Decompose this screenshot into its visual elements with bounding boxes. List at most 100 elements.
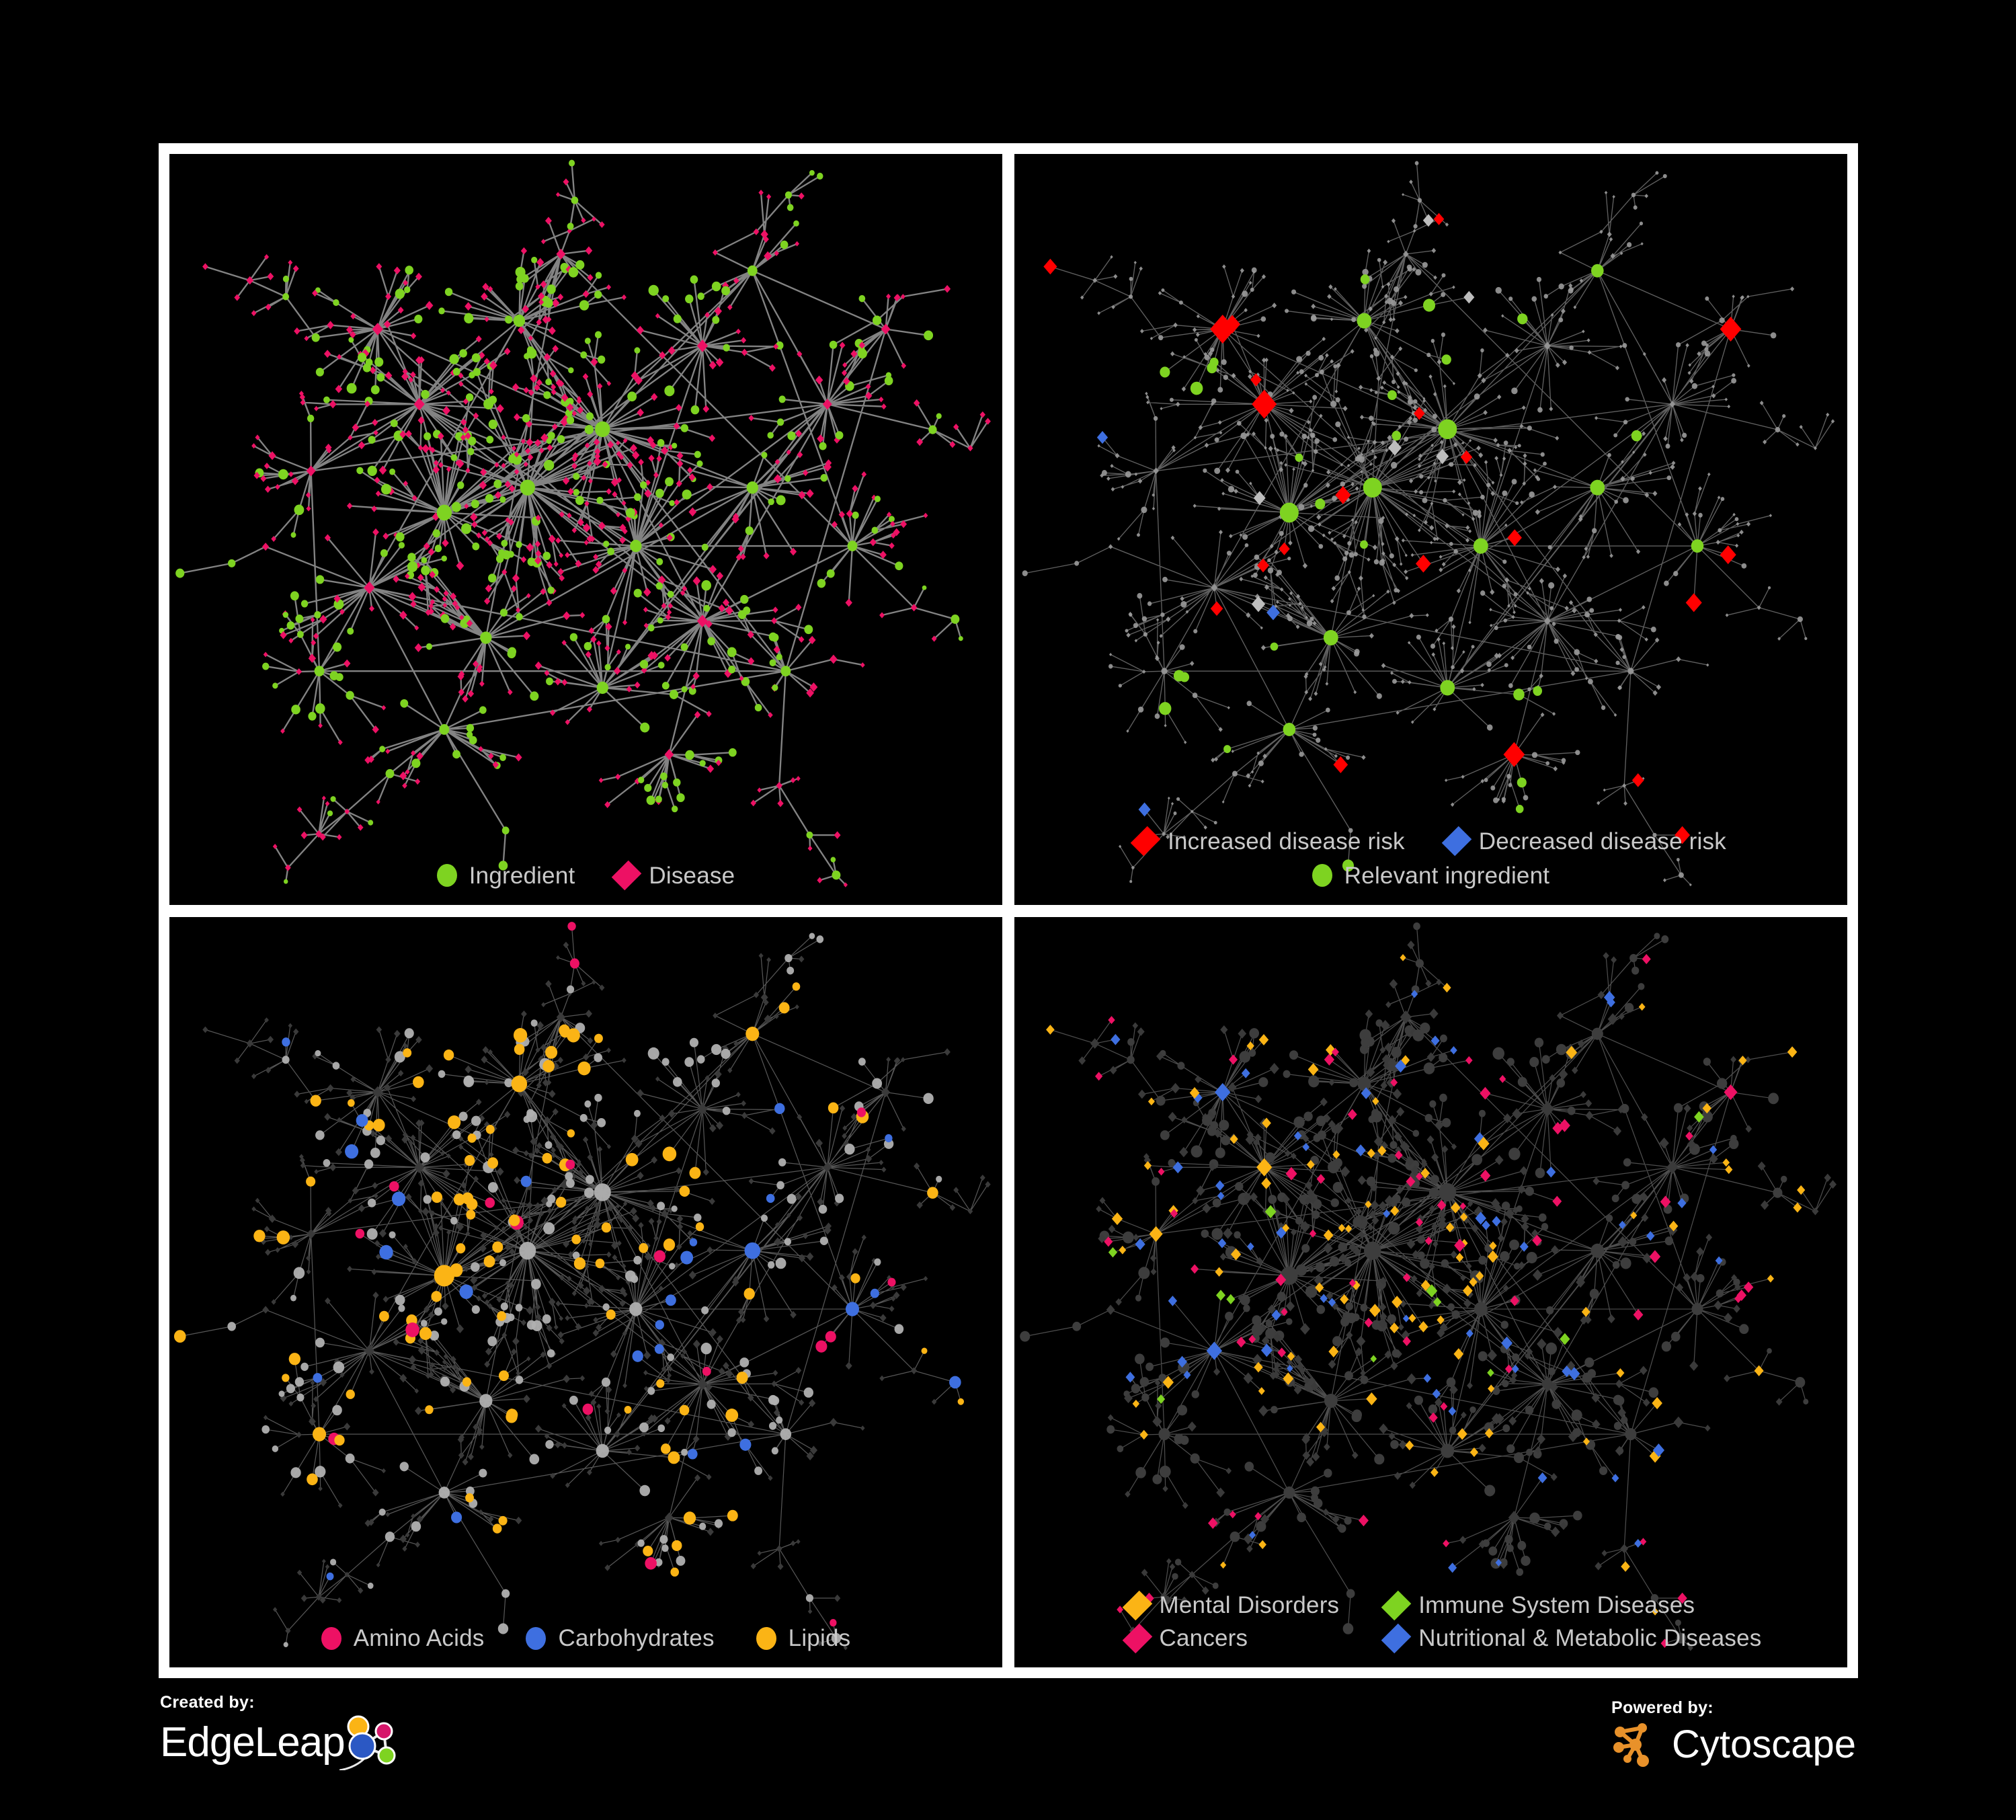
ingredient-node: [1613, 433, 1618, 438]
disease-node: [325, 1564, 330, 1569]
ingredient-node: [689, 1238, 698, 1247]
ingredient-node: [1655, 171, 1659, 175]
ingredient-node: [1249, 1027, 1260, 1039]
ingredient-node: [1625, 397, 1629, 402]
disease-node: [889, 542, 895, 549]
ingredient-node: [366, 1228, 378, 1240]
ingredient-node: [480, 631, 492, 644]
panel-disease-risk-network[interactable]: Increased disease risk Decreased disease…: [1014, 154, 1847, 905]
ingredient-node: [723, 344, 730, 352]
disease-node: [1364, 1317, 1373, 1327]
ingredient-node: [1529, 1056, 1539, 1067]
network-canvas-d[interactable]: [1014, 917, 1847, 1668]
disease-node: [1553, 766, 1558, 772]
ingredient-node: [1135, 1466, 1146, 1478]
ingredient-node: [1545, 1306, 1554, 1314]
disease-node: [298, 391, 304, 397]
disease-node: [665, 1376, 672, 1383]
panel-ingredient-disease-network[interactable]: Ingredient Disease: [169, 154, 1002, 905]
disease-node: [373, 1193, 378, 1199]
ingredient-node: [830, 857, 836, 863]
ingredient-node: [1318, 354, 1324, 361]
ingredient-node: [1314, 449, 1318, 454]
disease-node: [1478, 1443, 1486, 1452]
ingredient-node: [426, 643, 433, 650]
ingredient-node: [1169, 397, 1174, 402]
ingredient-node: [1388, 1060, 1399, 1072]
disease-node: [530, 374, 538, 383]
disease-node: [1652, 490, 1658, 497]
disease-node: [1489, 1240, 1497, 1251]
disease-node: [1317, 522, 1322, 527]
disease-node: [723, 1361, 729, 1370]
ingredient-node: [1625, 1427, 1637, 1440]
ingredient-node: [627, 391, 637, 402]
network-canvas-c[interactable]: [169, 917, 1002, 1668]
ingredient-node: [1244, 1461, 1254, 1472]
ingredient-node: [1180, 600, 1187, 608]
ingredient-node: [498, 861, 508, 871]
disease-node: [1424, 1236, 1433, 1245]
ingredient-node: [1128, 1641, 1133, 1647]
disease-node: [1521, 405, 1526, 410]
disease-node: [1143, 1160, 1152, 1170]
disease-node: [1612, 194, 1615, 199]
disease-node: [817, 1197, 824, 1205]
disease-node: [374, 477, 380, 484]
disease-node: [774, 250, 779, 256]
disease-node: [1652, 1607, 1659, 1616]
disease-node: [852, 485, 858, 493]
disease-node: [676, 403, 682, 411]
ingredient-node: [367, 465, 377, 476]
disease-node: [457, 1435, 465, 1443]
ingredient-node: [330, 796, 336, 802]
ingredient-node: [457, 481, 465, 489]
disease-node: [1615, 1379, 1623, 1388]
disease-node: [741, 1100, 746, 1107]
disease-node: [325, 1297, 331, 1304]
disease-node: [1090, 1037, 1100, 1049]
ingredient-node: [1330, 400, 1337, 407]
disease-node: [597, 1146, 603, 1152]
ingredient-node: [1127, 1055, 1135, 1064]
panel-ingredient-class-network[interactable]: Amino Acids Carbohydrates Lipids: [169, 916, 1002, 1668]
ingredient-node: [479, 1393, 493, 1408]
ingredient-node: [1673, 1103, 1683, 1113]
disease-node: [748, 414, 754, 422]
panel-disease-category-network[interactable]: Mental Disorders Immune System Diseases …: [1014, 916, 1847, 1668]
ingredient-node: [1705, 296, 1709, 301]
disease-node: [1396, 1107, 1405, 1117]
disease-node: [1244, 308, 1248, 313]
network-canvas-b[interactable]: [1014, 154, 1847, 905]
disease-node: [1415, 555, 1431, 573]
disease-node: [852, 1247, 858, 1255]
disease-node: [299, 1156, 305, 1163]
disease-node: [1400, 953, 1406, 961]
disease-node: [1452, 382, 1455, 385]
disease-node: [516, 1370, 520, 1376]
ingredient-node: [805, 1593, 813, 1602]
ingredient-node: [1676, 342, 1681, 348]
ingredient-node: [1548, 582, 1555, 589]
disease-node: [350, 1076, 356, 1082]
disease-node: [1532, 1269, 1543, 1281]
disease-node: [817, 1640, 823, 1647]
disease-node: [1577, 1039, 1585, 1048]
ingredient-node: [1344, 1516, 1352, 1525]
disease-node: [1595, 1561, 1603, 1571]
disease-node: [630, 444, 637, 452]
disease-node: [1395, 1059, 1406, 1072]
disease-node: [369, 605, 375, 612]
disease-node: [1285, 1166, 1297, 1181]
disease-node: [1356, 1335, 1366, 1347]
disease-node: [1641, 1213, 1649, 1222]
disease-node: [263, 651, 268, 658]
network-canvas-a[interactable]: [169, 154, 1002, 905]
disease-node: [1398, 300, 1404, 306]
disease-node: [797, 451, 803, 459]
ingredient-node: [434, 1306, 442, 1316]
ingredient-node: [669, 1262, 676, 1269]
disease-node: [1284, 463, 1287, 467]
disease-node: [1409, 180, 1413, 184]
disease-node: [1154, 1415, 1160, 1424]
